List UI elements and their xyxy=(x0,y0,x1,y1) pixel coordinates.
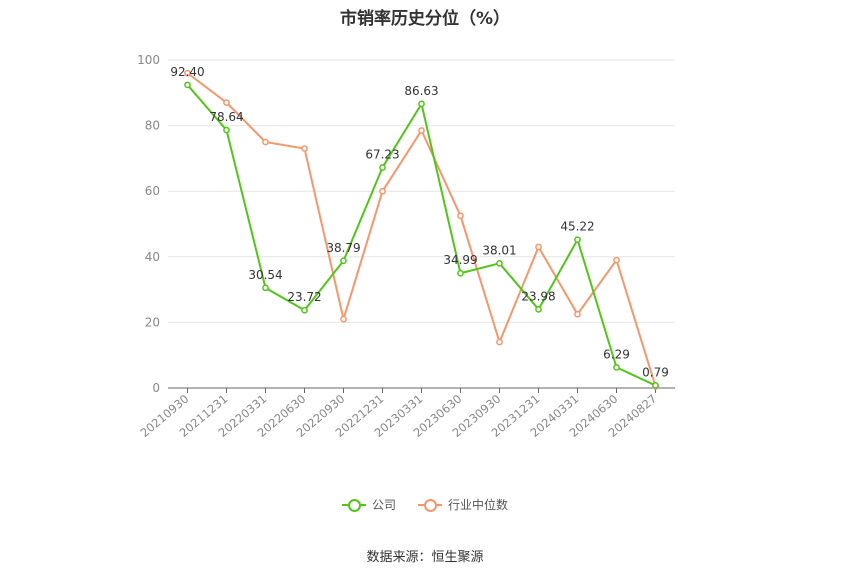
company-data-point xyxy=(652,382,659,389)
industry-median-data-point xyxy=(496,338,503,346)
company-data-label: 92.40 xyxy=(170,65,204,79)
company-data-label: 78.64 xyxy=(209,110,243,124)
company-data-label: 23.72 xyxy=(287,290,321,304)
industry-median-data-point xyxy=(379,187,386,195)
industry-median-data-point xyxy=(574,310,581,318)
y-tick-label: 100 xyxy=(137,53,160,67)
company-data-label: 45.22 xyxy=(560,220,594,234)
company-data-point xyxy=(223,126,230,134)
company-data-label: 6.29 xyxy=(603,347,630,361)
company-data-point xyxy=(301,306,308,314)
company-data-label: 38.79 xyxy=(326,241,360,255)
company-data-point xyxy=(496,259,503,267)
company-data-label: 23.98 xyxy=(521,289,555,303)
industry-median-data-point xyxy=(301,145,308,152)
industry-median-data-point xyxy=(340,315,347,323)
company-data-point xyxy=(184,81,191,89)
y-tick-label: 0 xyxy=(152,381,160,395)
y-tick-label: 40 xyxy=(145,250,160,264)
company-data-point xyxy=(535,305,542,313)
chart-title: 市销率历史分位（%） xyxy=(339,9,511,29)
industry-median-data-point xyxy=(613,256,620,264)
industry-median-data-point xyxy=(262,138,269,146)
y-tick-label: 60 xyxy=(145,184,160,198)
legend-industry-label: 行业中位数 xyxy=(448,498,509,512)
company-data-point xyxy=(340,257,347,265)
legend-item-company[interactable]: 公司 xyxy=(341,496,396,513)
industry-median-data-point xyxy=(457,212,464,220)
company-data-point xyxy=(613,364,620,371)
industry-median-data-point xyxy=(535,243,542,251)
company-data-label: 30.54 xyxy=(248,268,282,282)
company-data-point xyxy=(262,284,269,292)
company-data-point xyxy=(574,236,581,244)
company-data-label: 67.23 xyxy=(365,147,399,161)
y-tick-label: 20 xyxy=(145,315,160,329)
company-data-point xyxy=(418,100,425,108)
y-tick-label: 80 xyxy=(145,119,160,133)
legend: 公司 行业中位数 xyxy=(0,496,850,513)
data-source: 数据来源：恒生聚源 xyxy=(366,550,484,565)
company-data-point xyxy=(379,164,386,171)
company-data-label: 86.63 xyxy=(404,84,438,98)
legend-industry-marker-icon xyxy=(418,498,442,512)
legend-company-marker-icon xyxy=(341,498,366,512)
industry-median-data-point xyxy=(184,69,191,77)
company-data-label: 38.01 xyxy=(482,243,516,257)
industry-median-data-point xyxy=(418,127,425,134)
legend-company-label: 公司 xyxy=(371,498,396,512)
company-data-label: 0.79 xyxy=(642,365,669,379)
company-data-label: 34.99 xyxy=(443,253,477,267)
industry-median-data-point xyxy=(223,99,230,106)
company-data-point xyxy=(457,269,464,277)
legend-item-industry-median[interactable]: 行业中位数 xyxy=(418,496,508,513)
